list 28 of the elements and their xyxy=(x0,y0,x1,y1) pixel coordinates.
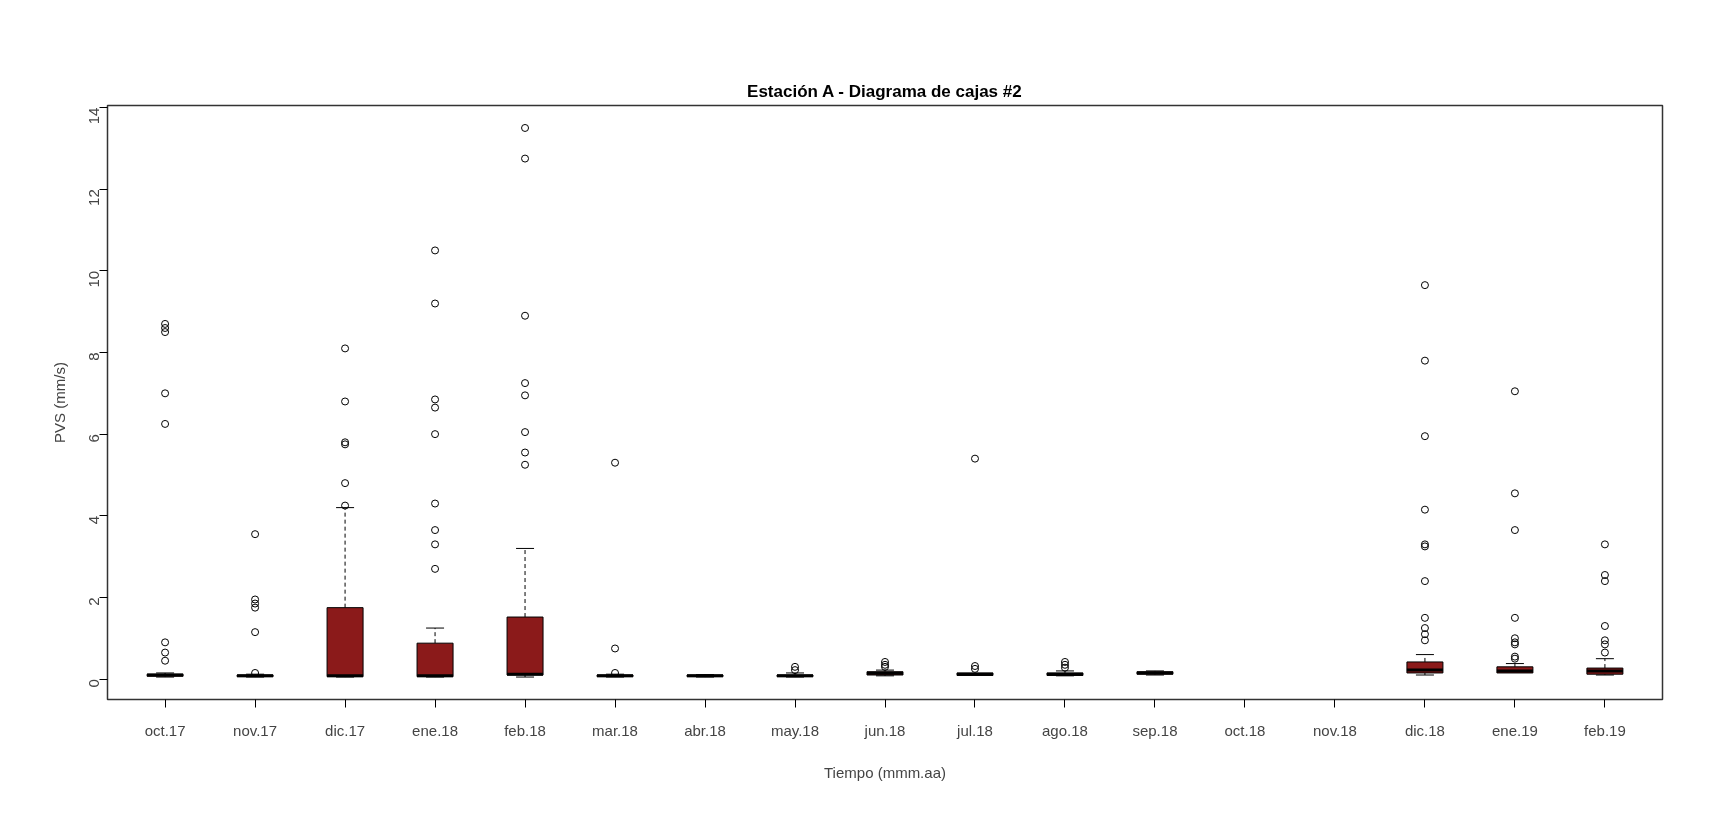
y-tick-label: 4 xyxy=(85,515,103,525)
x-tick-label: abr.18 xyxy=(684,721,726,739)
y-tick-label: 14 xyxy=(85,107,103,125)
y-tick-label: 2 xyxy=(85,597,103,606)
x-tick-label: sep.18 xyxy=(1132,721,1178,739)
y-tick-label: 8 xyxy=(85,352,103,361)
x-tick-label: may.18 xyxy=(770,721,820,739)
x-tick-label: ene.19 xyxy=(1491,721,1538,739)
x-tick-label: oct.17 xyxy=(144,721,186,739)
x-tick-label: ago.18 xyxy=(1042,721,1088,739)
x-tick-label: nov.17 xyxy=(233,721,278,739)
x-tick-label: ene.18 xyxy=(412,721,459,739)
x-tick-label: mar.18 xyxy=(592,721,638,739)
y-tick-label: 0 xyxy=(85,679,103,688)
x-tick-label: dic.18 xyxy=(1404,721,1445,739)
y-tick-label: 6 xyxy=(85,434,103,443)
x-tick-label: feb.18 xyxy=(504,721,546,739)
y-tick-label: 10 xyxy=(85,270,103,288)
x-tick-label: feb.19 xyxy=(1584,721,1626,739)
x-tick-label: oct.18 xyxy=(1224,721,1266,739)
x-tick-label: jul.18 xyxy=(956,721,993,739)
x-tick-label: nov.18 xyxy=(1312,721,1357,739)
chart-title: Estación A - Diagrama de cajas #2 xyxy=(747,81,1022,101)
x-axis-title: Tiempo (mmm.aa) xyxy=(824,763,946,781)
x-tick-label: jun.18 xyxy=(863,721,906,739)
y-tick-label: 12 xyxy=(85,189,103,206)
x-tick-label: dic.17 xyxy=(325,721,366,739)
y-axis-title: PVS (mm/s) xyxy=(50,362,68,443)
